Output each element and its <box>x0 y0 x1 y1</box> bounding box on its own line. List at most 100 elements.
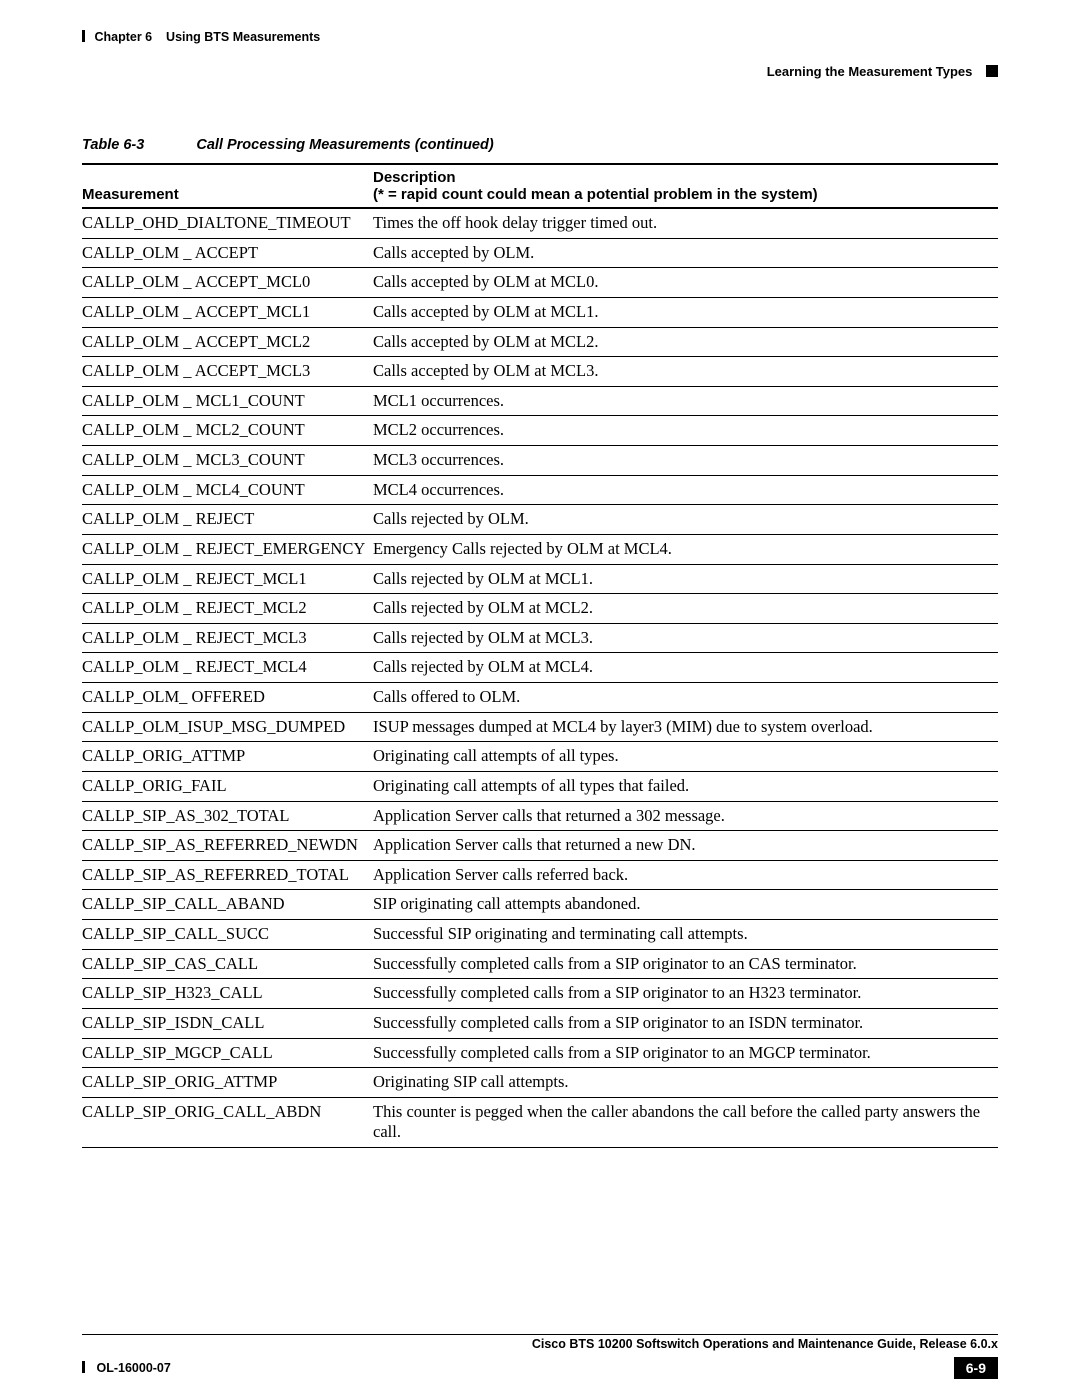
table-row: CALLP_SIP_AS_REFERRED_NEWDNApplication S… <box>82 831 998 861</box>
table-row: CALLP_OLM _ MCL2_COUNTMCL2 occurrences. <box>82 416 998 446</box>
description-cell: Calls rejected by OLM at MCL4. <box>373 653 998 683</box>
description-cell: Calls offered to OLM. <box>373 683 998 713</box>
chapter-header: Chapter 6 Using BTS Measurements <box>82 30 998 44</box>
measurement-cell: CALLP_SIP_CAS_CALL <box>82 949 373 979</box>
table-row: CALLP_SIP_ORIG_ATTMPOriginating SIP call… <box>82 1068 998 1098</box>
measurement-cell: CALLP_OLM _ REJECT_MCL3 <box>82 623 373 653</box>
table-row: CALLP_SIP_H323_CALLSuccessfully complete… <box>82 979 998 1009</box>
table-row: CALLP_OLM _ ACCEPT_MCL0Calls accepted by… <box>82 268 998 298</box>
description-cell: Calls rejected by OLM at MCL2. <box>373 594 998 624</box>
measurement-cell: CALLP_SIP_MGCP_CALL <box>82 1038 373 1068</box>
description-cell: Successful SIP originating and terminati… <box>373 920 998 950</box>
table-caption-number: Table 6-3 <box>82 137 144 153</box>
measurement-cell: CALLP_SIP_CALL_ABAND <box>82 890 373 920</box>
table-row: CALLP_OLM _ REJECT_EMERGENCYEmergency Ca… <box>82 534 998 564</box>
measurement-cell: CALLP_OLM _ REJECT_EMERGENCY <box>82 534 373 564</box>
measurement-cell: CALLP_ORIG_ATTMP <box>82 742 373 772</box>
section-header-right: Learning the Measurement Types <box>82 64 998 79</box>
description-cell: Application Server calls that returned a… <box>373 801 998 831</box>
footer-doc-id-text: OL-16000-07 <box>96 1361 170 1375</box>
description-cell: Application Server calls referred back. <box>373 860 998 890</box>
table-row: CALLP_ORIG_ATTMPOriginating call attempt… <box>82 742 998 772</box>
description-cell: MCL1 occurrences. <box>373 386 998 416</box>
measurement-cell: CALLP_OLM _ REJECT_MCL1 <box>82 564 373 594</box>
measurement-cell: CALLP_OLM _ ACCEPT_MCL1 <box>82 297 373 327</box>
footer-page-number: 6-9 <box>954 1357 998 1379</box>
measurement-cell: CALLP_SIP_AS_REFERRED_TOTAL <box>82 860 373 890</box>
footer-rule <box>82 1334 998 1336</box>
table-row: CALLP_OLM _ ACCEPT_MCL1Calls accepted by… <box>82 297 998 327</box>
description-cell: Calls accepted by OLM at MCL3. <box>373 357 998 387</box>
chapter-title: Using BTS Measurements <box>166 30 320 44</box>
measurement-cell: CALLP_SIP_ORIG_ATTMP <box>82 1068 373 1098</box>
page-footer: Cisco BTS 10200 Softswitch Operations an… <box>82 1334 998 1380</box>
description-cell: Successfully completed calls from a SIP … <box>373 979 998 1009</box>
table-row: CALLP_OLM _ MCL4_COUNTMCL4 occurrences. <box>82 475 998 505</box>
description-cell: Calls rejected by OLM. <box>373 505 998 535</box>
measurement-cell: CALLP_SIP_AS_302_TOTAL <box>82 801 373 831</box>
measurement-cell: CALLP_OLM _ MCL1_COUNT <box>82 386 373 416</box>
measurement-cell: CALLP_OLM _ MCL2_COUNT <box>82 416 373 446</box>
description-cell: Successfully completed calls from a SIP … <box>373 1008 998 1038</box>
description-cell: ISUP messages dumped at MCL4 by layer3 (… <box>373 712 998 742</box>
measurement-cell: CALLP_SIP_H323_CALL <box>82 979 373 1009</box>
measurement-cell: CALLP_OLM _ REJECT <box>82 505 373 535</box>
footer-bar-icon <box>82 1361 85 1373</box>
table-row: CALLP_OLM _ REJECT_MCL2Calls rejected by… <box>82 594 998 624</box>
col-header-description: Description (* = rapid count could mean … <box>373 164 998 208</box>
measurement-cell: CALLP_OLM _ ACCEPT_MCL3 <box>82 357 373 387</box>
table-caption: Table 6-3 Call Processing Measurements (… <box>82 137 998 153</box>
description-cell: Successfully completed calls from a SIP … <box>373 949 998 979</box>
table-row: CALLP_SIP_AS_302_TOTALApplication Server… <box>82 801 998 831</box>
description-cell: Emergency Calls rejected by OLM at MCL4. <box>373 534 998 564</box>
measurement-cell: CALLP_OHD_DIALTONE_TIMEOUT <box>82 208 373 238</box>
description-cell: Application Server calls that returned a… <box>373 831 998 861</box>
header-bar-icon <box>82 30 85 42</box>
measurement-cell: CALLP_OLM _ REJECT_MCL4 <box>82 653 373 683</box>
measurement-cell: CALLP_OLM _ ACCEPT_MCL0 <box>82 268 373 298</box>
description-cell: MCL4 occurrences. <box>373 475 998 505</box>
description-cell: Times the off hook delay trigger timed o… <box>373 208 998 238</box>
measurement-cell: CALLP_OLM_ OFFERED <box>82 683 373 713</box>
col-header-measurement: Measurement <box>82 164 373 208</box>
description-cell: Calls accepted by OLM at MCL0. <box>373 268 998 298</box>
footer-guide-title: Cisco BTS 10200 Softswitch Operations an… <box>82 1337 998 1351</box>
footer-doc-id: OL-16000-07 <box>82 1361 171 1375</box>
table-row: CALLP_OLM_ISUP_MSG_DUMPEDISUP messages d… <box>82 712 998 742</box>
table-row: CALLP_ORIG_FAILOriginating call attempts… <box>82 771 998 801</box>
measurements-table: Measurement Description (* = rapid count… <box>82 163 998 1148</box>
table-row: CALLP_SIP_CAS_CALLSuccessfully completed… <box>82 949 998 979</box>
description-cell: Calls rejected by OLM at MCL1. <box>373 564 998 594</box>
description-cell: SIP originating call attempts abandoned. <box>373 890 998 920</box>
table-row: CALLP_SIP_CALL_SUCCSuccessful SIP origin… <box>82 920 998 950</box>
measurement-cell: CALLP_OLM _ ACCEPT_MCL2 <box>82 327 373 357</box>
measurement-cell: CALLP_SIP_ORIG_CALL_ABDN <box>82 1097 373 1147</box>
table-row: CALLP_OLM _ ACCEPT_MCL2Calls accepted by… <box>82 327 998 357</box>
col-header-description-line1: Description <box>373 169 456 186</box>
measurement-cell: CALLP_OLM _ MCL4_COUNT <box>82 475 373 505</box>
table-row: CALLP_SIP_CALL_ABANDSIP originating call… <box>82 890 998 920</box>
description-cell: Originating call attempts of all types t… <box>373 771 998 801</box>
table-row: CALLP_OLM _ MCL1_COUNTMCL1 occurrences. <box>82 386 998 416</box>
table-row: CALLP_SIP_ISDN_CALLSuccessfully complete… <box>82 1008 998 1038</box>
description-cell: Successfully completed calls from a SIP … <box>373 1038 998 1068</box>
description-cell: Calls accepted by OLM at MCL2. <box>373 327 998 357</box>
table-row: CALLP_OLM _ MCL3_COUNTMCL3 occurrences. <box>82 446 998 476</box>
table-row: CALLP_SIP_AS_REFERRED_TOTALApplication S… <box>82 860 998 890</box>
description-cell: Originating SIP call attempts. <box>373 1068 998 1098</box>
measurement-cell: CALLP_ORIG_FAIL <box>82 771 373 801</box>
description-cell: Calls rejected by OLM at MCL3. <box>373 623 998 653</box>
measurement-cell: CALLP_SIP_AS_REFERRED_NEWDN <box>82 831 373 861</box>
col-header-measurement-text: Measurement <box>82 186 179 203</box>
table-row: CALLP_OLM_ OFFEREDCalls offered to OLM. <box>82 683 998 713</box>
table-row: CALLP_OLM _ REJECT_MCL1Calls rejected by… <box>82 564 998 594</box>
measurement-cell: CALLP_SIP_ISDN_CALL <box>82 1008 373 1038</box>
table-row: CALLP_OLM _ ACCEPTCalls accepted by OLM. <box>82 238 998 268</box>
description-cell: This counter is pegged when the caller a… <box>373 1097 998 1147</box>
section-title: Learning the Measurement Types <box>767 64 973 79</box>
measurement-cell: CALLP_OLM _ ACCEPT <box>82 238 373 268</box>
table-row: CALLP_OHD_DIALTONE_TIMEOUTTimes the off … <box>82 208 998 238</box>
description-cell: MCL2 occurrences. <box>373 416 998 446</box>
table-row: CALLP_SIP_ORIG_CALL_ABDNThis counter is … <box>82 1097 998 1147</box>
measurement-cell: CALLP_OLM _ REJECT_MCL2 <box>82 594 373 624</box>
